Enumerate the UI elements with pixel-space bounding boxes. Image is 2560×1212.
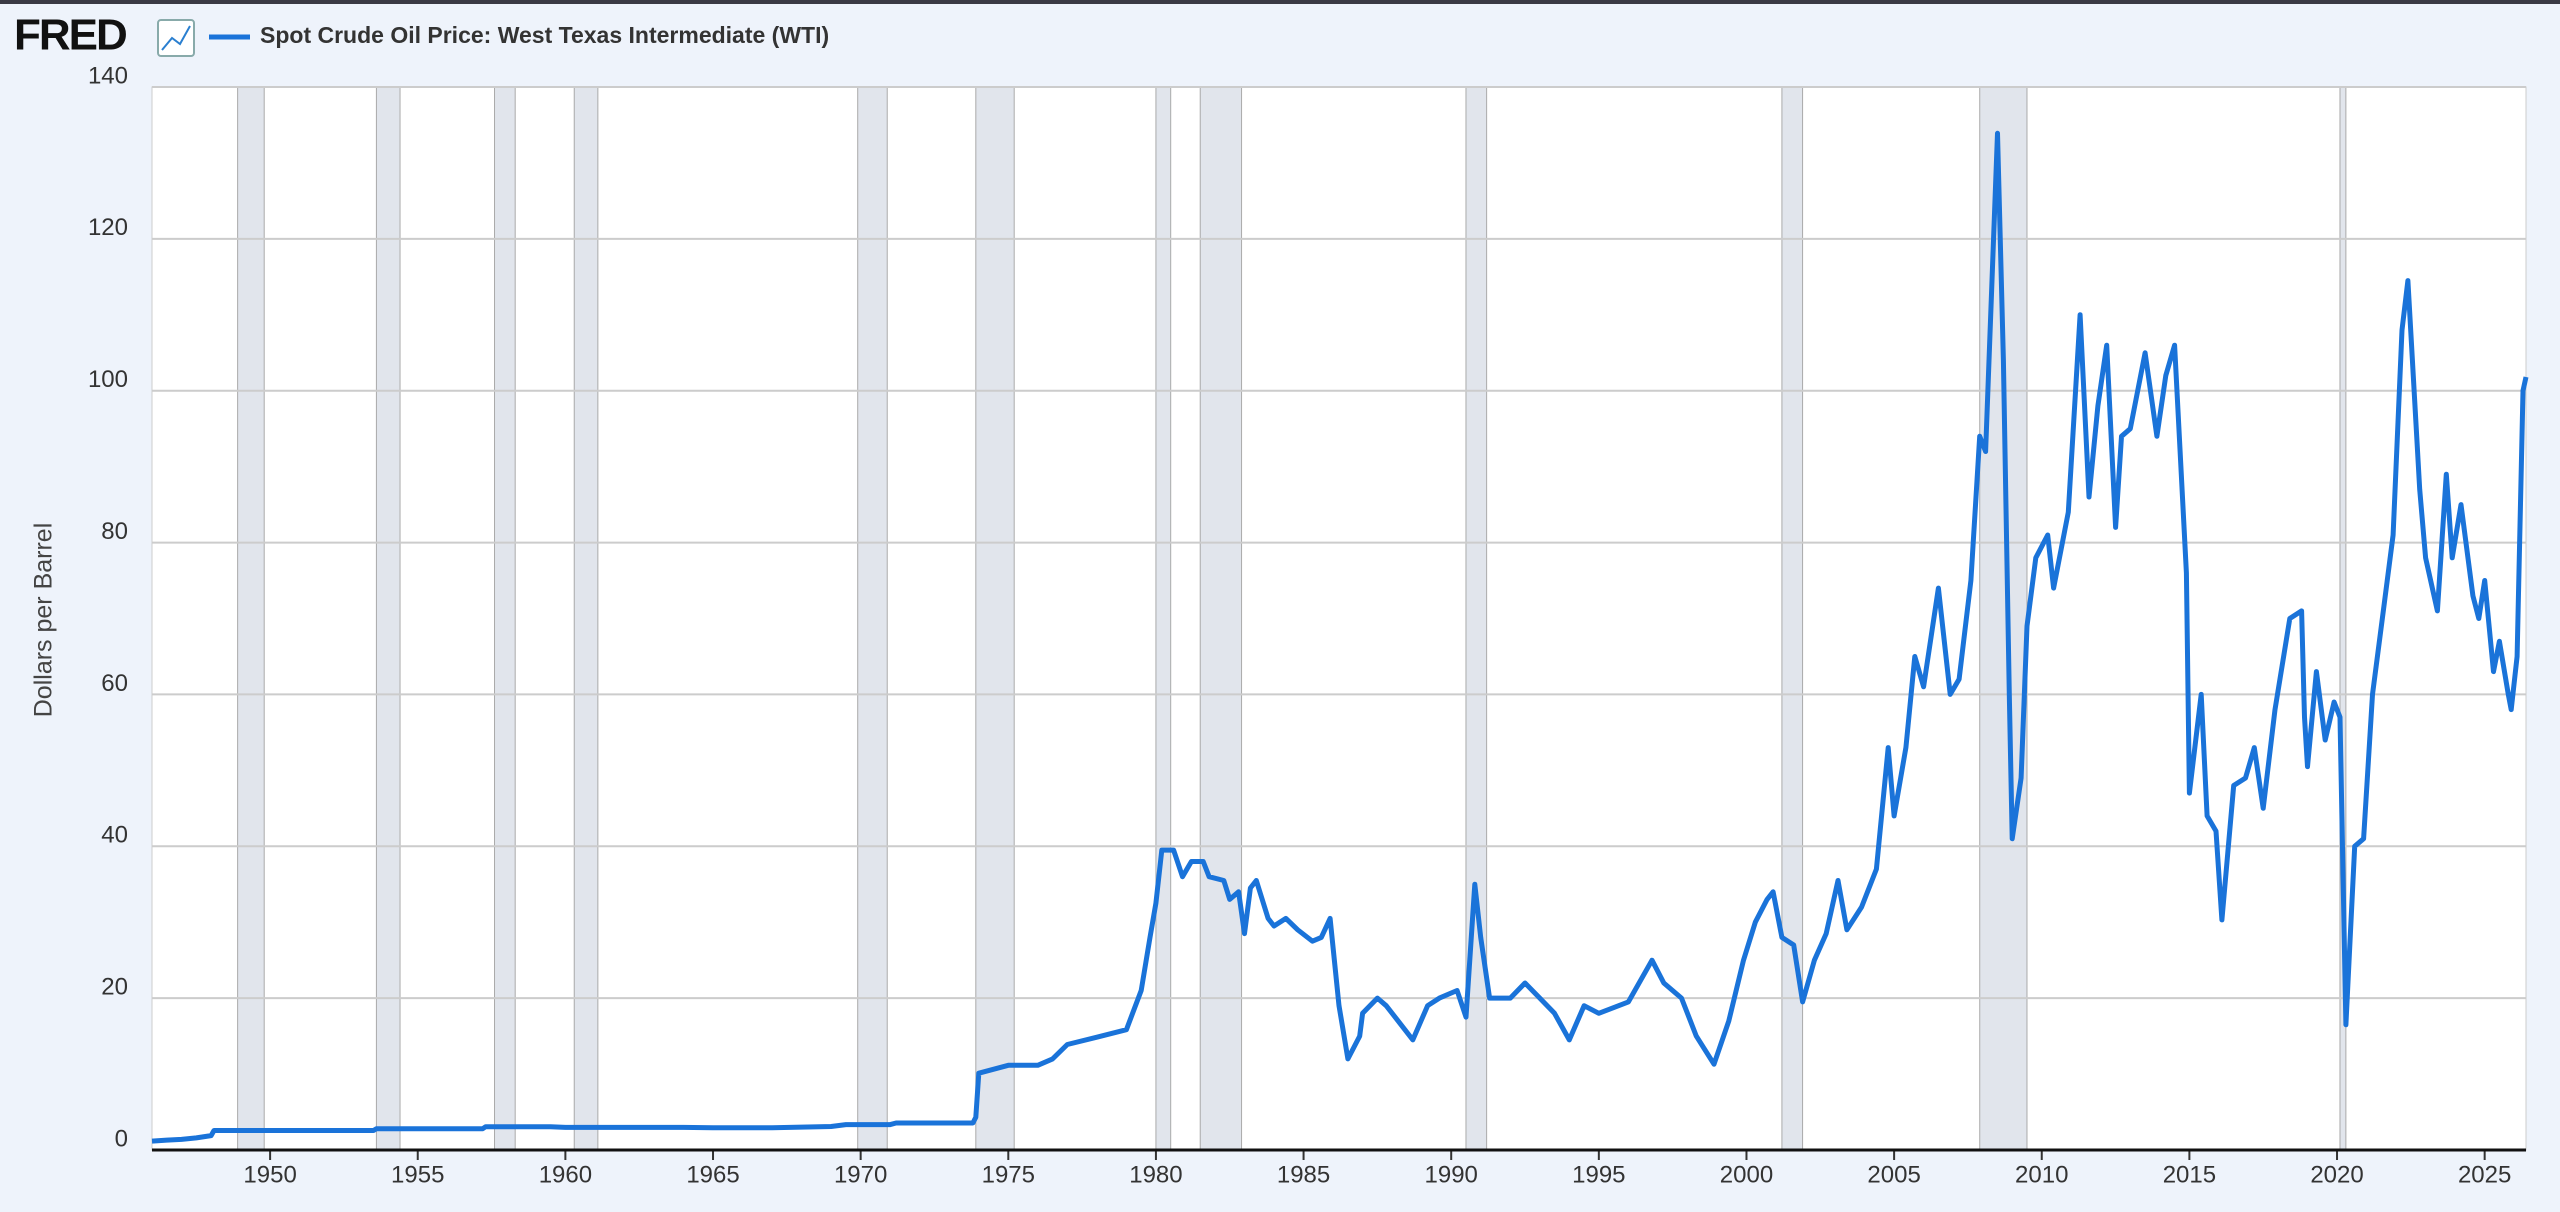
data-line bbox=[151, 130, 2529, 1144]
x-tick-label: 1985 bbox=[1277, 1161, 1330, 1188]
x-tick-label: 1975 bbox=[982, 1161, 1035, 1188]
recession-band bbox=[1199, 86, 1243, 1151]
plot-area bbox=[151, 86, 2527, 1151]
x-tick-label: 1980 bbox=[1129, 1161, 1182, 1188]
recession-band bbox=[975, 86, 1015, 1151]
y-tick-label: 140 bbox=[88, 62, 128, 89]
y-tick-label: 40 bbox=[101, 822, 128, 849]
x-tick-label: 1965 bbox=[686, 1161, 739, 1188]
y-tick-label: 20 bbox=[101, 973, 128, 1000]
x-tick-label: 1950 bbox=[243, 1161, 296, 1188]
logo: FRED bbox=[14, 11, 126, 60]
recession-band bbox=[1155, 86, 1172, 1151]
y-tick-label: 0 bbox=[115, 1125, 128, 1152]
recession-band bbox=[573, 86, 599, 1151]
logo-icon-line bbox=[161, 25, 191, 51]
x-tick-label: 1960 bbox=[539, 1161, 592, 1188]
x-tick-label: 1990 bbox=[1425, 1161, 1478, 1188]
recession-band bbox=[857, 86, 888, 1151]
recession-band bbox=[237, 86, 265, 1151]
y-tick-label: 60 bbox=[101, 670, 128, 697]
x-tick-label: 2015 bbox=[2163, 1161, 2216, 1188]
recession-band bbox=[375, 86, 401, 1151]
x-tick-label: 2025 bbox=[2458, 1161, 2511, 1188]
x-tick-label: 1955 bbox=[391, 1161, 444, 1188]
x-tick-label: 2005 bbox=[1867, 1161, 1920, 1188]
x-tick-label: 1970 bbox=[834, 1161, 887, 1188]
y-tick-label: 120 bbox=[88, 214, 128, 241]
legend-label: Spot Crude Oil Price: West Texas Interme… bbox=[260, 22, 829, 48]
y-axis-label: Dollars per Barrel bbox=[30, 523, 58, 718]
logo-icon bbox=[157, 19, 195, 57]
x-tick-label: 2020 bbox=[2310, 1161, 2363, 1188]
x-tick-label: 2010 bbox=[2015, 1161, 2068, 1188]
y-tick-label: 80 bbox=[101, 518, 128, 545]
recession-band bbox=[494, 86, 516, 1151]
x-tick-label: 1995 bbox=[1572, 1161, 1625, 1188]
x-tick-label: 2000 bbox=[1720, 1161, 1773, 1188]
y-tick-label: 100 bbox=[88, 366, 128, 393]
recession-band bbox=[1979, 86, 2028, 1151]
top-strip bbox=[0, 0, 2560, 4]
